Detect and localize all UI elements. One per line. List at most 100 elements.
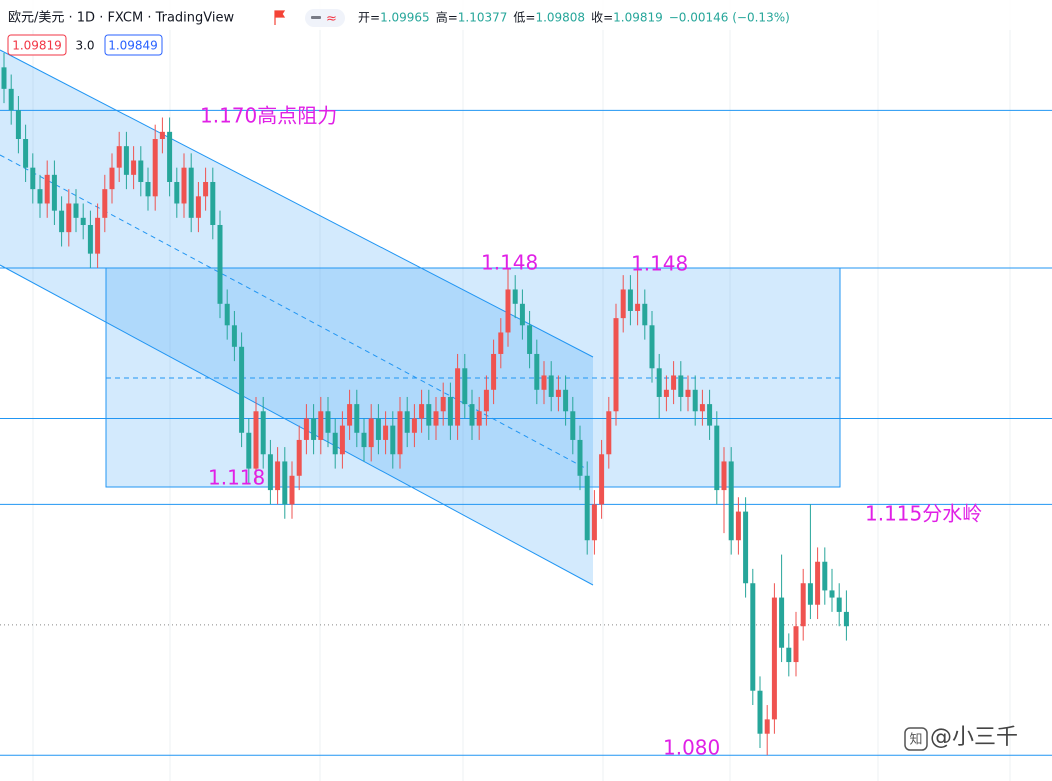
- candle-body: [707, 404, 713, 426]
- candle-body: [138, 160, 144, 182]
- range-box: [105, 267, 841, 488]
- candle-body: [815, 561, 821, 605]
- candle-body: [663, 389, 669, 397]
- annotation: 1.118: [208, 466, 265, 490]
- ask-price: 1.09849: [108, 39, 158, 53]
- candle-body: [311, 418, 317, 440]
- candle-body: [80, 217, 86, 225]
- candle-body: [735, 511, 741, 541]
- candle-body: [692, 389, 698, 412]
- candle-body: [383, 425, 389, 440]
- candle-body: [527, 325, 533, 354]
- ohlc-value: 1.10377: [458, 11, 508, 25]
- ohlc-header: 开= 1.09965 高= 1.10377 低= 1.09808 收= 1.09819 −0.0…: [358, 10, 790, 25]
- candle-body: [512, 289, 518, 304]
- candle-body: [231, 325, 237, 347]
- indicator-pill[interactable]: [305, 9, 345, 27]
- annotation: 1.170高点阻力: [200, 104, 337, 128]
- candle-body: [678, 375, 684, 397]
- ohlc-value: 1.09965: [380, 11, 430, 25]
- annotation: 1.115分水岭: [865, 502, 982, 526]
- candle-body: [282, 461, 288, 505]
- bid-box[interactable]: [7, 34, 67, 56]
- candle-body: [260, 411, 266, 455]
- candle-body: [246, 432, 252, 469]
- ohlc-value: −0.00146 (−0.13%): [669, 11, 790, 25]
- candle-body: [620, 289, 626, 319]
- candle-body: [455, 368, 461, 426]
- ask-box[interactable]: [104, 34, 163, 56]
- candle-body: [793, 626, 799, 663]
- candle-body: [649, 325, 655, 369]
- candle-body: [606, 411, 612, 455]
- bid-price: 1.09819: [12, 39, 62, 53]
- candle-body: [519, 303, 525, 326]
- candle-body: [656, 368, 662, 397]
- candle-body: [73, 203, 79, 218]
- candle-body: [757, 690, 763, 734]
- candle-body: [131, 160, 137, 175]
- candle-body: [577, 439, 583, 476]
- candle-body: [642, 303, 648, 326]
- candle-body: [361, 432, 367, 448]
- annotation: 1.148: [631, 252, 688, 276]
- candle-body: [404, 411, 410, 433]
- candle-body: [15, 110, 21, 140]
- candle-body: [591, 504, 597, 541]
- candle-body: [699, 404, 705, 412]
- candle-body: [188, 167, 194, 218]
- candle-body: [332, 432, 338, 455]
- candle-body: [469, 404, 475, 426]
- candle-body: [354, 404, 360, 433]
- header-bg: [0, 0, 1052, 30]
- candles: [1, 53, 849, 756]
- candle-body: [476, 411, 482, 426]
- candle-body: [534, 353, 540, 390]
- candle-body: [181, 167, 187, 204]
- pill-icon: [311, 16, 321, 19]
- candle-body: [397, 411, 403, 455]
- candle-body: [116, 146, 122, 168]
- annotation: 1.080: [663, 736, 720, 760]
- candle-body: [599, 454, 605, 505]
- candle-body: [627, 289, 633, 311]
- candle-body: [109, 167, 115, 190]
- candle-body: [685, 389, 691, 397]
- candle-body: [505, 289, 511, 333]
- candle-body: [433, 411, 439, 426]
- candle-body: [563, 389, 569, 412]
- price-boxes: 1.09819 3.0 1.09849: [7, 34, 163, 56]
- flag-icon[interactable]: [274, 10, 286, 25]
- ohlc-value: 1.09819: [613, 11, 663, 25]
- candle-body: [800, 583, 806, 627]
- candle-body: [721, 461, 727, 491]
- svg-text:知: 知: [909, 732, 922, 748]
- candle-body: [23, 139, 29, 168]
- candle-body: [37, 189, 43, 204]
- pill-icon: ≈: [326, 12, 337, 27]
- candle-body: [102, 189, 108, 218]
- candle-body: [195, 196, 201, 218]
- candle-body: [447, 396, 453, 426]
- candle-body: [145, 181, 151, 197]
- spread: 3.0: [75, 39, 94, 53]
- candle-body: [714, 425, 720, 491]
- candle-body: [174, 181, 180, 204]
- candle-body: [426, 404, 432, 426]
- candle-body: [203, 181, 209, 197]
- candle-body: [95, 217, 101, 254]
- candle-body: [217, 224, 223, 304]
- candle-body: [498, 332, 504, 354]
- ohlc-value: 1.09808: [535, 11, 585, 25]
- candle-body: [411, 418, 417, 433]
- candle-body: [584, 475, 590, 541]
- levels: [0, 109, 1052, 756]
- candle-body: [152, 139, 158, 197]
- candle-body: [210, 181, 216, 225]
- candle-body: [613, 318, 619, 412]
- candle-body: [51, 174, 57, 211]
- candle-body: [843, 611, 849, 627]
- candle-body: [339, 425, 345, 455]
